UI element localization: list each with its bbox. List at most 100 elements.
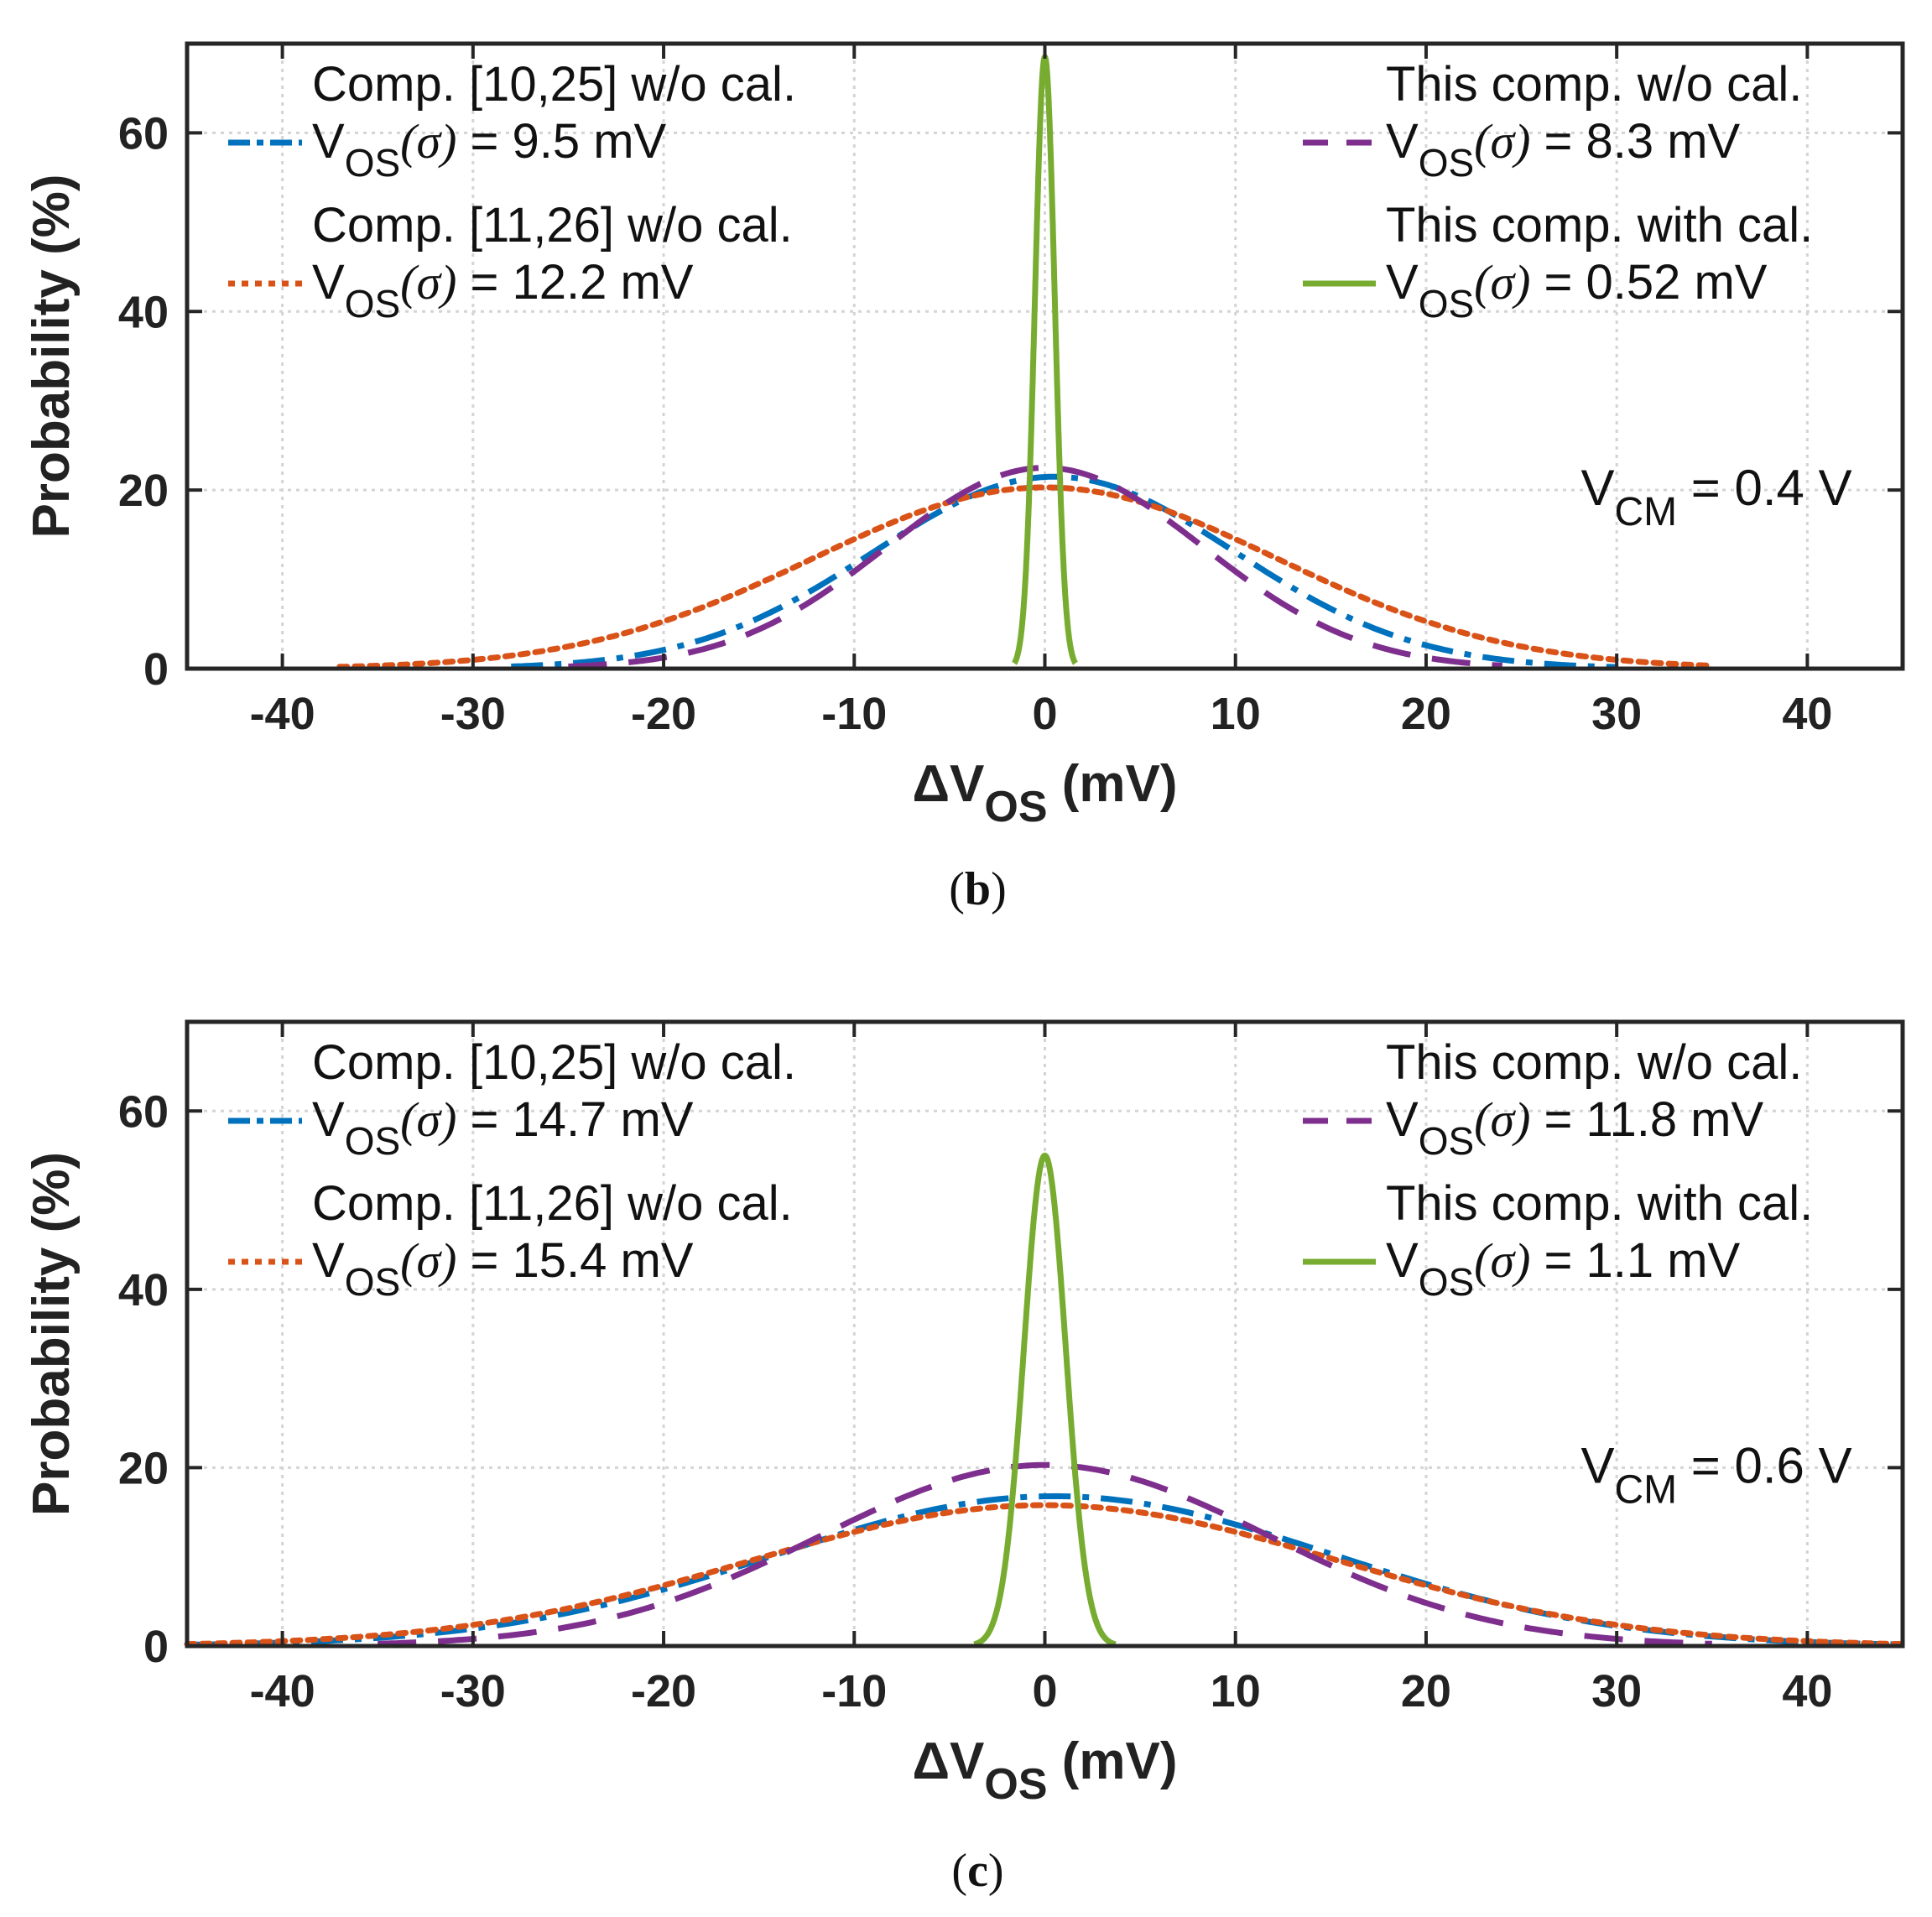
x-axis-label-main: ΔV [912, 755, 984, 813]
legend-value-2: VOS(σ) = 12.2 mV [312, 255, 694, 326]
x-tick-label: 0 [1032, 1666, 1057, 1716]
legend-label-4: This comp. with cal. [1386, 1176, 1813, 1231]
legend-sigma-value: = 12.2 mV [456, 255, 693, 310]
panel-caption: (b) [949, 863, 1006, 915]
legend-value-1: VOS(σ) = 9.5 mV [312, 114, 667, 185]
x-tick-label: 20 [1401, 689, 1451, 739]
y-tick-label: 20 [118, 466, 169, 516]
legend-label-2: Comp. [11,26] w/o cal. [312, 198, 793, 253]
legend-sigma: (σ) [1474, 1092, 1530, 1147]
series-line-2 [184, 1502, 1906, 1648]
legend-sigma: (σ) [400, 1092, 456, 1147]
legend-sigma-value: = 15.4 mV [456, 1233, 693, 1288]
panel-caption: (c) [951, 1845, 1003, 1897]
caption-paren-open: ( [949, 863, 965, 915]
legend-sigma: (σ) [1474, 114, 1530, 169]
x-axis-label-sub: OS [984, 1760, 1047, 1809]
y-axis-label: Probability (%) [23, 1152, 81, 1516]
legend-sigma-value: = 1.1 mV [1530, 1233, 1740, 1288]
x-tick-label: 20 [1401, 1666, 1451, 1716]
legend-sigma: (σ) [1474, 1233, 1530, 1288]
legend-label-1: Comp. [10,25] w/o cal. [312, 57, 796, 112]
legend-sigma-value: = 0.52 mV [1530, 255, 1767, 310]
legend-symbol-sub: OS [345, 141, 400, 185]
legend-symbol: V [1386, 1092, 1419, 1147]
caption-letter: b [965, 863, 991, 915]
x-tick-label: 30 [1591, 689, 1642, 739]
x-axis-label-unit: (mV) [1048, 755, 1178, 813]
x-tick-label: -10 [821, 1666, 887, 1716]
y-tick-label: 0 [143, 1622, 169, 1672]
legend-value-4: VOS(σ) = 1.1 mV [1386, 1233, 1741, 1304]
series-line-3 [378, 1461, 1712, 1647]
y-tick-label: 40 [118, 1265, 169, 1315]
legend-label-3: This comp. w/o cal. [1386, 1035, 1802, 1090]
legend-symbol-sub: OS [345, 1260, 400, 1304]
legend-sigma-value: = 14.7 mV [456, 1092, 693, 1147]
legend-symbol-sub: OS [1419, 1260, 1474, 1304]
vcm-value: = 0.4 V [1677, 460, 1851, 516]
caption-paren-close: ) [991, 863, 1007, 915]
legend-symbol-sub: OS [345, 282, 400, 326]
y-tick-label: 20 [118, 1443, 169, 1493]
legend-symbol-sub: OS [345, 1119, 400, 1163]
x-tick-label: -30 [440, 1666, 506, 1716]
y-axis-label: Probability (%) [23, 174, 81, 538]
legend-sigma: (σ) [1474, 255, 1530, 310]
x-tick-label: 10 [1211, 1666, 1261, 1716]
vcm-value: = 0.6 V [1677, 1437, 1851, 1493]
chart-panel-c: -40 -30 -20 -10 0 10 20 30 40 0 20 40 60 Probability … [23, 1019, 1906, 1897]
vcm-symbol: V [1580, 460, 1614, 516]
legend-symbol: V [312, 1092, 345, 1147]
legend-sigma: (σ) [400, 255, 456, 310]
legend-sigma-value: = 9.5 mV [456, 114, 666, 169]
legend-label-1: Comp. [10,25] w/o cal. [312, 1035, 796, 1090]
x-axis-label-main: ΔV [912, 1732, 984, 1790]
legend-value-4: VOS(σ) = 0.52 mV [1386, 255, 1768, 326]
x-tick-label: 30 [1591, 1666, 1642, 1716]
x-tick-label: -40 [250, 1666, 315, 1716]
caption-paren-close: ) [988, 1845, 1004, 1897]
x-axis-label-unit: (mV) [1048, 1732, 1178, 1790]
legend-value-1: VOS(σ) = 14.7 mV [312, 1092, 694, 1163]
legend-value-2: VOS(σ) = 15.4 mV [312, 1233, 694, 1304]
legend-sigma: (σ) [400, 1233, 456, 1288]
x-tick-label: 0 [1032, 689, 1057, 739]
x-tick-label: -30 [440, 689, 506, 739]
x-tick-label: 40 [1782, 1666, 1832, 1716]
x-axis-label: ΔVOS (mV) [912, 1732, 1177, 1809]
series-line-2 [336, 484, 1716, 670]
series-line-3 [568, 464, 1502, 669]
y-tick-label: 60 [118, 108, 169, 159]
legend-value-3: VOS(σ) = 8.3 mV [1386, 114, 1741, 185]
series-line-1 [186, 1492, 1903, 1648]
legend-symbol: V [312, 114, 345, 169]
x-tick-label: -10 [821, 689, 887, 739]
vcm-symbol-sub: CM [1614, 1467, 1677, 1512]
x-axis-label-sub: OS [984, 783, 1047, 831]
series-line-4 [973, 1152, 1117, 1648]
legend-symbol: V [1386, 1233, 1419, 1288]
legend-value-3: VOS(σ) = 11.8 mV [1386, 1092, 1763, 1163]
legend-symbol: V [312, 255, 345, 310]
vcm-annotation: VCM = 0.4 V [1580, 460, 1851, 534]
vcm-symbol: V [1580, 1437, 1614, 1493]
legend-sigma-value: = 11.8 mV [1530, 1092, 1763, 1147]
x-tick-label: 10 [1211, 689, 1261, 739]
y-tick-label: 40 [118, 287, 169, 337]
legend-symbol: V [1386, 255, 1419, 310]
x-tick-label: -40 [250, 689, 315, 739]
legend-symbol-sub: OS [1419, 1119, 1474, 1163]
y-tick-label: 60 [118, 1086, 169, 1137]
caption-paren-open: ( [951, 1845, 967, 1897]
chart-panel-b: -40 -30 -20 -10 0 10 20 30 40 0 20 40 60 Probability … [23, 41, 1905, 915]
legend-symbol: V [1386, 114, 1419, 169]
legend-symbol-sub: OS [1419, 282, 1474, 326]
legend-symbol-sub: OS [1419, 141, 1474, 185]
vcm-symbol-sub: CM [1614, 490, 1677, 534]
x-axis-label: ΔVOS (mV) [912, 755, 1177, 831]
legend-sigma: (σ) [400, 114, 456, 169]
caption-letter: c [967, 1845, 988, 1897]
legend-sigma-value: = 8.3 mV [1530, 114, 1740, 169]
